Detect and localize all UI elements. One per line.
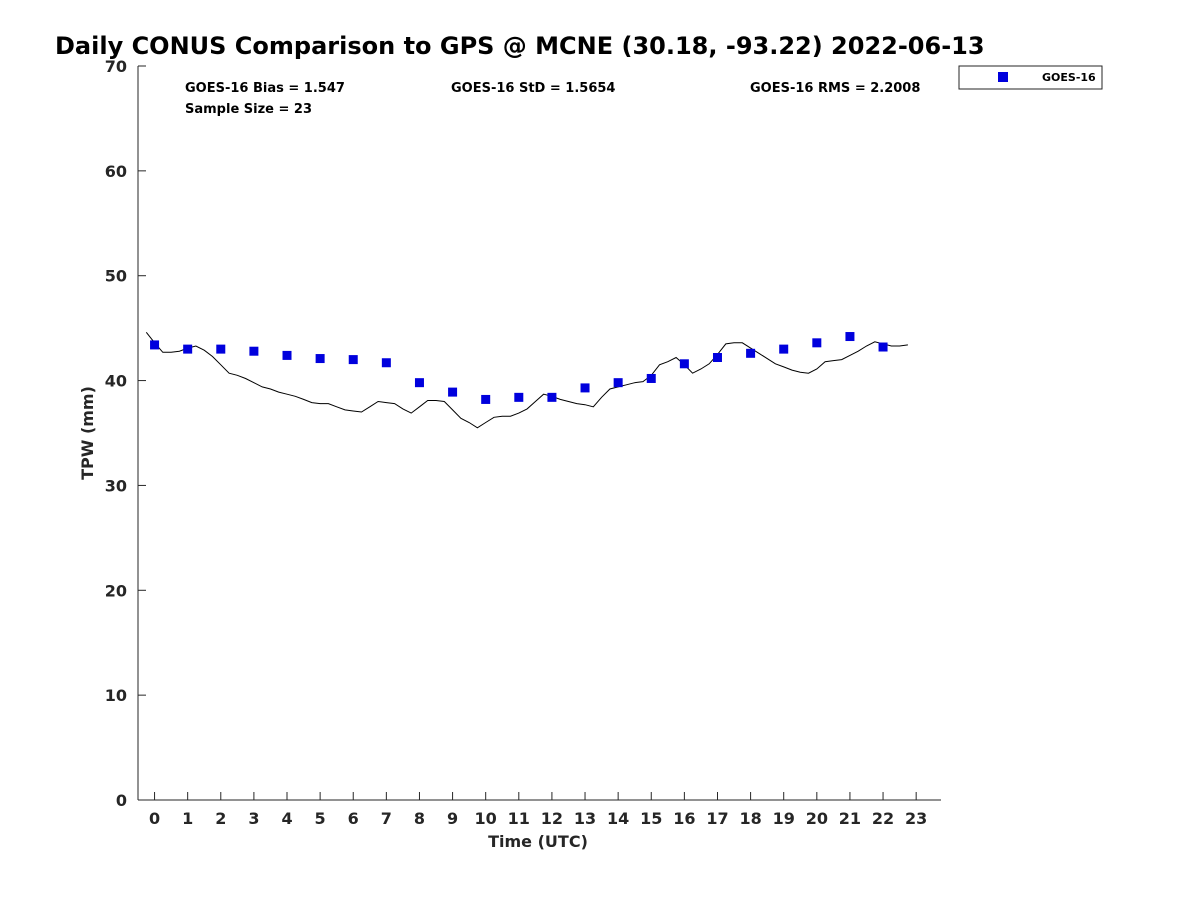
plot-area [138, 66, 941, 800]
goes16-point [150, 340, 160, 350]
x-tick-label: 22 [872, 809, 894, 828]
goes16-point [746, 348, 756, 358]
goes16-point [712, 353, 722, 363]
goes16-point [646, 373, 656, 383]
goes16-point [282, 350, 292, 360]
x-tick-label: 19 [773, 809, 795, 828]
goes16-point [514, 392, 524, 402]
goes16-point [481, 394, 491, 404]
goes16-point [216, 344, 226, 354]
y-tick-label: 10 [105, 686, 127, 705]
x-tick-label: 11 [508, 809, 530, 828]
chart-title: Daily CONUS Comparison to GPS @ MCNE (30… [55, 32, 985, 60]
legend-box [958, 65, 1103, 90]
goes16-point [448, 387, 458, 397]
x-tick-label: 18 [739, 809, 761, 828]
x-axis-label: Time (UTC) [488, 832, 588, 851]
goes16-point [414, 378, 424, 388]
goes16-point [183, 344, 193, 354]
y-tick-label: 20 [105, 581, 127, 600]
y-axis-label: TPW (mm) [78, 386, 97, 480]
goes16-point [315, 354, 325, 364]
rms-stat: GOES-16 RMS = 2.2008 [750, 81, 920, 96]
legend-label-goes16: GOES-16 [1042, 71, 1096, 84]
x-tick-label: 17 [706, 809, 728, 828]
x-tick-label: 4 [281, 809, 292, 828]
legend-marker-goes16 [998, 72, 1008, 82]
x-tick-label: 23 [905, 809, 927, 828]
x-tick-label: 5 [315, 809, 326, 828]
x-tick-label: 6 [348, 809, 359, 828]
x-tick-label: 2 [215, 809, 226, 828]
y-tick-label: 30 [105, 476, 127, 495]
goes16-point [249, 346, 259, 356]
x-tick-label: 13 [574, 809, 596, 828]
y-tick-label: 60 [105, 162, 127, 181]
x-axis-ticks: 0 1 2 3 4 5 6 7 8 9 10 11 12 13 14 15 16 17 18 19 20 21 22 23 [149, 792, 927, 828]
x-tick-label: 1 [182, 809, 193, 828]
x-tick-label: 10 [475, 809, 497, 828]
goes16-point [580, 383, 590, 393]
goes16-point [547, 392, 557, 402]
goes16-point [679, 359, 689, 369]
goes16-point [812, 338, 822, 348]
y-axis-ticks: 0 10 20 30 40 50 60 70 [105, 57, 146, 810]
std-stat: GOES-16 StD = 1.5654 [451, 81, 615, 96]
legend: GOES-16 [958, 65, 1103, 90]
bias-stat: GOES-16 Bias = 1.547 [185, 81, 345, 96]
x-tick-label: 12 [541, 809, 563, 828]
x-tick-label: 9 [447, 809, 458, 828]
y-tick-label: 70 [105, 57, 127, 76]
goes16-point [348, 355, 358, 365]
x-tick-label: 16 [673, 809, 695, 828]
sample-size-stat: Sample Size = 23 [185, 102, 312, 117]
y-tick-label: 40 [105, 372, 127, 391]
goes16-point [381, 358, 391, 368]
series-layer [145, 331, 908, 429]
goes16-point [613, 378, 623, 388]
x-tick-label: 21 [839, 809, 861, 828]
x-tick-label: 3 [248, 809, 259, 828]
x-tick-label: 20 [806, 809, 828, 828]
goes16-point [878, 342, 888, 352]
goes16-point [779, 344, 789, 354]
y-tick-label: 0 [116, 791, 127, 810]
x-tick-label: 7 [381, 809, 392, 828]
x-tick-label: 14 [607, 809, 629, 828]
gps-tpw-line [145, 331, 908, 429]
x-tick-label: 8 [414, 809, 425, 828]
goes16-point [845, 332, 855, 342]
y-tick-label: 50 [105, 267, 127, 286]
x-tick-label: 0 [149, 809, 160, 828]
x-tick-label: 15 [640, 809, 662, 828]
